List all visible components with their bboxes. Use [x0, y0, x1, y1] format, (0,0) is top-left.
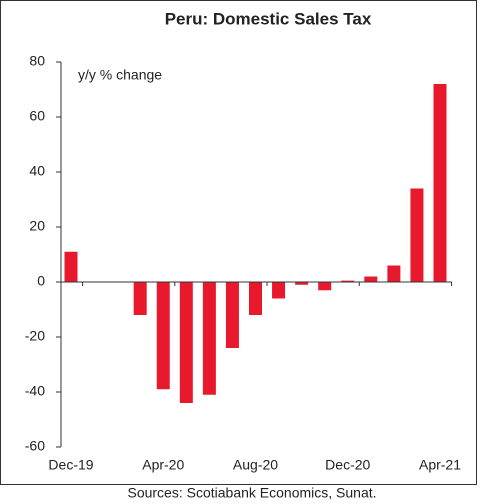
bar [156, 282, 170, 390]
x-tick-label: Apr-21 [419, 457, 461, 473]
y-axis-label: y/y % change [78, 67, 162, 83]
bar [64, 251, 78, 282]
bar [364, 276, 378, 282]
y-tick-label: -60 [25, 438, 45, 454]
x-tick-label: Aug-20 [233, 457, 278, 473]
x-tick-label: Apr-20 [142, 457, 184, 473]
y-tick-label: -40 [25, 383, 45, 399]
source: Sources: Scotiabank Economics, Sunat. [127, 485, 376, 501]
bar [179, 282, 193, 403]
bar [318, 282, 332, 291]
bar [387, 265, 401, 282]
chart-title: Peru: Domestic Sales Tax [165, 9, 372, 28]
bar [272, 282, 286, 299]
y-tick-label: -20 [25, 328, 45, 344]
bar [410, 188, 424, 282]
y-tick-label: 80 [29, 53, 45, 69]
bar [295, 282, 309, 285]
bar [341, 280, 355, 282]
y-tick-label: 0 [37, 273, 45, 289]
bar [202, 282, 216, 395]
y-tick-label: 60 [29, 108, 45, 124]
y-tick-label: 40 [29, 163, 45, 179]
bar [249, 282, 262, 315]
bar [225, 282, 239, 348]
bar [433, 84, 447, 282]
bar [133, 282, 147, 315]
x-tick-label: Dec-19 [48, 457, 93, 473]
frame [0, 0, 477, 485]
y-tick-label: 20 [29, 218, 45, 234]
x-tick-label: Dec-20 [325, 457, 370, 473]
